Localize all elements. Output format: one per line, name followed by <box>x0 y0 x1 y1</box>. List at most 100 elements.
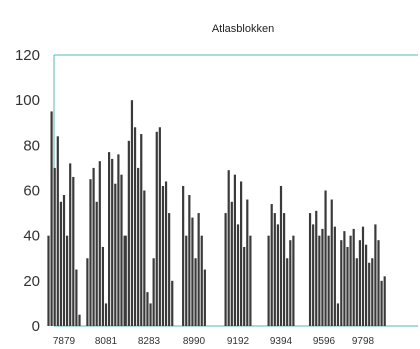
bar <box>343 231 346 326</box>
bar <box>95 201 98 326</box>
bar <box>185 235 188 326</box>
bar <box>188 195 191 326</box>
bar <box>227 170 230 326</box>
x-tick-label: 8283 <box>138 336 161 347</box>
bar <box>377 240 380 326</box>
bar <box>349 235 352 326</box>
bar <box>243 246 246 326</box>
bar <box>149 303 152 326</box>
bar <box>315 210 318 326</box>
bar <box>78 314 81 326</box>
bar <box>47 235 50 326</box>
x-tick-label: 9394 <box>270 336 293 347</box>
x-tick-label: 8990 <box>183 336 206 347</box>
bar <box>267 235 270 326</box>
bar <box>346 246 349 326</box>
bar <box>104 303 108 326</box>
x-tick-label: 9798 <box>352 336 375 347</box>
bar <box>182 185 185 326</box>
bar <box>56 136 59 326</box>
bar <box>133 127 137 327</box>
bar <box>194 258 197 326</box>
bar <box>246 199 249 326</box>
bar <box>66 235 69 326</box>
bar <box>108 152 111 326</box>
bar <box>333 226 336 326</box>
bar <box>197 213 200 326</box>
bar <box>114 183 117 326</box>
y-tick-label: 80 <box>23 137 40 154</box>
bar <box>101 246 104 326</box>
y-tick-label: 20 <box>23 273 40 290</box>
bar <box>365 244 368 326</box>
bar <box>146 292 149 327</box>
bar <box>224 213 227 326</box>
bar <box>361 226 365 326</box>
bar <box>86 258 89 326</box>
bar <box>124 235 127 326</box>
bar <box>191 217 194 326</box>
bar <box>200 235 203 326</box>
bar <box>117 154 120 326</box>
bar <box>352 228 355 326</box>
bar <box>336 303 340 326</box>
bar <box>358 240 361 326</box>
bar <box>233 174 236 326</box>
bar <box>279 185 283 326</box>
bar <box>89 179 92 326</box>
bar <box>321 228 324 326</box>
bar <box>374 224 377 327</box>
bar <box>383 276 386 326</box>
bar <box>289 240 292 326</box>
x-tick-label: 8081 <box>95 336 118 347</box>
bar <box>158 127 161 327</box>
bar <box>140 134 143 326</box>
bar <box>286 258 289 326</box>
bar <box>75 269 78 326</box>
bar <box>324 190 327 326</box>
bar <box>69 163 72 326</box>
bar <box>276 224 279 327</box>
bar <box>143 190 146 326</box>
bar <box>92 167 95 326</box>
bar <box>155 131 158 326</box>
bar <box>127 140 130 326</box>
bars-group <box>47 100 386 327</box>
bar <box>98 161 101 326</box>
bar <box>308 213 312 326</box>
bar <box>164 181 168 326</box>
y-tick-label: 100 <box>15 92 40 109</box>
bar <box>318 235 321 326</box>
bar <box>312 224 315 327</box>
bar <box>340 240 343 326</box>
bar <box>152 258 155 326</box>
bar <box>72 176 75 326</box>
bar <box>203 269 206 326</box>
bar <box>123 235 126 326</box>
bar <box>50 111 53 327</box>
bar <box>249 235 252 326</box>
bar <box>168 213 171 326</box>
chart-title: Atlasblokken <box>212 23 274 35</box>
bar <box>120 174 123 326</box>
x-axis-ticks: 7879 8081 8283 8990 9192 9394 9596 9798 <box>53 336 375 347</box>
bar <box>270 204 273 326</box>
bar <box>230 201 233 326</box>
y-axis-ticks: 0 20 40 60 80 100 120 <box>15 47 40 335</box>
bar <box>171 280 174 326</box>
bar <box>62 195 66 326</box>
bar <box>327 235 330 326</box>
bar <box>368 262 371 326</box>
y-tick-label: 40 <box>23 228 40 245</box>
bar <box>292 235 295 326</box>
bar <box>283 213 286 326</box>
bar <box>130 100 134 326</box>
y-tick-label: 60 <box>23 183 40 200</box>
bar <box>330 199 333 326</box>
bar <box>111 158 114 326</box>
y-tick-label: 0 <box>32 318 40 335</box>
bar <box>161 185 165 326</box>
bar <box>380 280 383 326</box>
x-tick-label: 9192 <box>227 336 250 347</box>
